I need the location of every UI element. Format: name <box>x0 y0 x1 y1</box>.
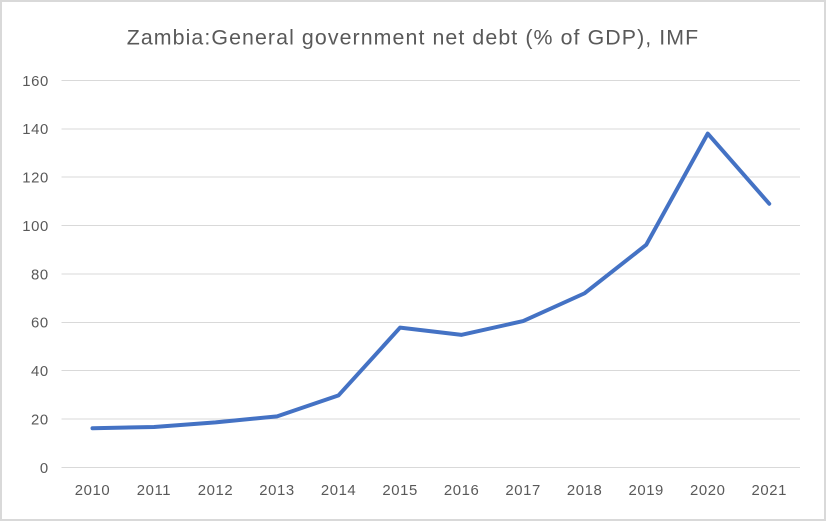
y-axis-tick-label: 120 <box>22 171 49 187</box>
y-axis-tick-label: 140 <box>22 122 49 138</box>
x-axis-tick-label: 2015 <box>382 483 417 499</box>
y-axis-tick-label: 40 <box>31 364 49 380</box>
x-axis-tick-label: 2011 <box>137 483 171 499</box>
x-axis-tick-label: 2018 <box>567 483 602 499</box>
y-axis-tick-label: 160 <box>22 74 49 90</box>
gridlines <box>61 79 801 468</box>
y-axis-tick-label: 20 <box>31 412 49 428</box>
x-axis-tick-label: 2017 <box>505 483 540 499</box>
y-axis-labels: 0 20 40 60 80 100 120 140 160 <box>22 74 49 477</box>
x-axis-tick-label: 2019 <box>628 483 663 499</box>
x-axis-tick-label: 2010 <box>75 483 110 499</box>
y-axis-tick-label: 0 <box>40 461 49 477</box>
x-axis-tick-label: 2012 <box>198 483 233 499</box>
y-axis-tick-label: 60 <box>31 316 49 332</box>
y-axis-tick-label: 100 <box>22 219 49 235</box>
x-axis-tick-label: 2020 <box>690 483 725 499</box>
chart-title: Zambia:General government net debt (% of… <box>127 26 700 50</box>
x-axis-labels: 2010 2011 2012 2013 2014 2015 2016 2017 2018 2019… <box>75 483 787 499</box>
data-series-line <box>90 131 772 431</box>
x-axis-tick-label: 2013 <box>259 483 294 499</box>
x-axis-tick-label: 2016 <box>444 483 479 499</box>
x-axis-tick-label: 2021 <box>752 483 787 499</box>
y-axis-tick-label: 80 <box>31 267 49 283</box>
x-axis-tick-label: 2014 <box>321 483 356 499</box>
